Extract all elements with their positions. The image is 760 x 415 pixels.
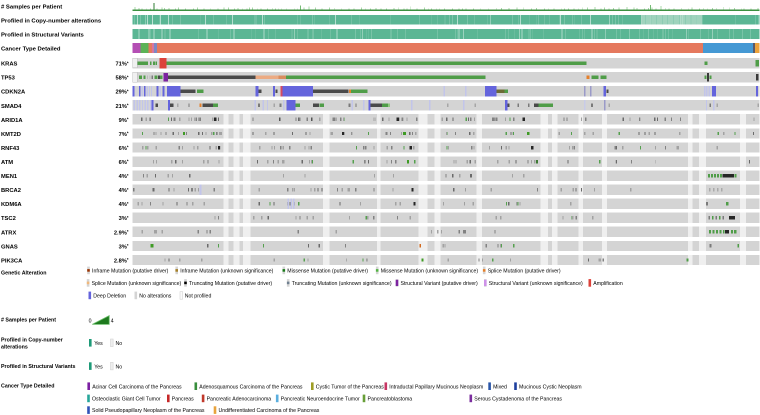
- svg-text:7%*: 7%*: [119, 131, 129, 138]
- svg-text:No: No: [116, 341, 123, 347]
- svg-text:MEN1: MEN1: [1, 174, 18, 180]
- svg-text:Pancreatic Adenocarcinoma: Pancreatic Adenocarcinoma: [207, 397, 272, 403]
- svg-text:SMAD4: SMAD4: [1, 104, 22, 110]
- svg-text:29%*: 29%*: [115, 88, 128, 95]
- svg-text:Missense Mutation (putative dr: Missense Mutation (putative driver): [287, 269, 368, 275]
- svg-text:6%*: 6%*: [119, 159, 129, 166]
- svg-text:No: No: [116, 365, 123, 371]
- svg-text:Profiled in Copy-number: Profiled in Copy-number: [1, 338, 63, 344]
- svg-text:Undifferentiated Carcinoma of: Undifferentiated Carcinoma of the Pancre…: [219, 408, 320, 414]
- svg-text:4%*: 4%*: [119, 173, 129, 180]
- svg-text:4%*: 4%*: [119, 201, 129, 208]
- svg-text:Solid Pseudopapillary Neoplasm: Solid Pseudopapillary Neoplasm of the Pa…: [92, 408, 205, 414]
- svg-text:Truncating Mutation (unknown s: Truncating Mutation (unknown significanc…: [292, 281, 392, 287]
- svg-text:Structural Variant (unknown si: Structural Variant (unknown significance…: [489, 281, 583, 287]
- svg-text:TSC2: TSC2: [1, 216, 16, 222]
- svg-text:Mucinous Cystic Neoplasm: Mucinous Cystic Neoplasm: [519, 384, 582, 390]
- svg-text:Pancreatoblastoma: Pancreatoblastoma: [368, 397, 413, 403]
- svg-text:Yes: Yes: [94, 341, 103, 347]
- svg-text:# Samples per Patient: # Samples per Patient: [1, 318, 56, 324]
- svg-text:Splice Mutation (putative driv: Splice Mutation (putative driver): [488, 269, 561, 275]
- svg-text:Osteoclastic Giant Cell Tumor: Osteoclastic Giant Cell Tumor: [92, 397, 161, 403]
- svg-text:Intraductal Papillary Mucinous: Intraductal Papillary Mucinous Neoplasm: [389, 384, 483, 390]
- svg-text:71%*: 71%*: [115, 60, 128, 67]
- svg-text:Structural Variant (putative d: Structural Variant (putative driver): [401, 281, 478, 287]
- svg-text:Inframe Mutation (putative dri: Inframe Mutation (putative driver): [92, 269, 169, 275]
- svg-text:alterations: alterations: [1, 345, 28, 351]
- svg-text:TP53: TP53: [1, 76, 16, 82]
- svg-text:KMT2D: KMT2D: [1, 132, 21, 138]
- svg-text:6%*: 6%*: [119, 145, 129, 152]
- svg-text:Serous Cystadenoma of the Panc: Serous Cystadenoma of the Pancreas: [474, 397, 562, 403]
- svg-text:9%*: 9%*: [119, 117, 129, 124]
- svg-text:Cystic Tumor of the Pancreas: Cystic Tumor of the Pancreas: [316, 384, 384, 390]
- svg-text:3%*: 3%*: [119, 215, 129, 222]
- svg-text:Missense Mutation (unknown sig: Missense Mutation (unknown significance): [381, 269, 479, 275]
- svg-text:Profiled in Structural Variant: Profiled in Structural Variants: [1, 32, 85, 38]
- svg-text:No alterations: No alterations: [139, 294, 171, 300]
- svg-text:Yes: Yes: [94, 365, 103, 371]
- svg-text:Adenosquamous Carcinoma of the: Adenosquamous Carcinoma of the Pancreas: [199, 384, 303, 390]
- svg-text:ATM: ATM: [1, 160, 13, 166]
- svg-text:RNF43: RNF43: [1, 146, 20, 152]
- svg-text:4: 4: [111, 318, 114, 324]
- svg-text:PIK3CA: PIK3CA: [1, 258, 23, 264]
- svg-text:Acinar Cell Carcinoma of the P: Acinar Cell Carcinoma of the Pancreas: [92, 384, 182, 390]
- svg-text:Cancer Type Detailed: Cancer Type Detailed: [1, 47, 61, 53]
- svg-text:BRCA2: BRCA2: [1, 188, 21, 194]
- svg-text:Splice Mutation (unknown signi: Splice Mutation (unknown significance): [92, 281, 182, 287]
- svg-text:0: 0: [89, 318, 92, 324]
- svg-text:ATRX: ATRX: [1, 230, 16, 236]
- svg-text:Mixed: Mixed: [493, 384, 507, 390]
- svg-text:2.9%*: 2.9%*: [114, 229, 129, 236]
- svg-text:Truncating Mutation (putative: Truncating Mutation (putative driver): [189, 281, 272, 287]
- svg-text:Amplification: Amplification: [593, 281, 623, 287]
- svg-text:3%*: 3%*: [119, 243, 129, 250]
- svg-text:Deep Deletion: Deep Deletion: [93, 294, 126, 300]
- svg-text:58%*: 58%*: [115, 74, 128, 81]
- svg-text:Profiled in Structural Variant: Profiled in Structural Variants: [1, 364, 76, 370]
- svg-text:Not profiled: Not profiled: [185, 294, 212, 300]
- svg-text:CDKN2A: CDKN2A: [1, 90, 26, 96]
- svg-text:Profiled in Copy-number altera: Profiled in Copy-number alterations: [1, 18, 102, 24]
- svg-text:Pancreatic Neuroendocrine Tumo: Pancreatic Neuroendocrine Tumor: [281, 397, 360, 403]
- svg-text:# Samples per Patient: # Samples per Patient: [1, 5, 62, 11]
- svg-text:ARID1A: ARID1A: [1, 118, 23, 124]
- svg-text:KRAS: KRAS: [1, 62, 18, 68]
- svg-text:KDM6A: KDM6A: [1, 202, 22, 208]
- svg-text:2.8%*: 2.8%*: [114, 257, 129, 264]
- svg-text:Cancer Type Detailed: Cancer Type Detailed: [1, 384, 54, 390]
- svg-text:21%*: 21%*: [115, 102, 128, 109]
- svg-text:GNAS: GNAS: [1, 244, 18, 250]
- svg-text:Inframe Mutation (unknown sign: Inframe Mutation (unknown significance): [180, 269, 273, 275]
- svg-text:Genetic Alteration: Genetic Alteration: [1, 270, 46, 276]
- svg-text:4%*: 4%*: [119, 187, 129, 194]
- svg-text:Pancreas: Pancreas: [172, 397, 194, 403]
